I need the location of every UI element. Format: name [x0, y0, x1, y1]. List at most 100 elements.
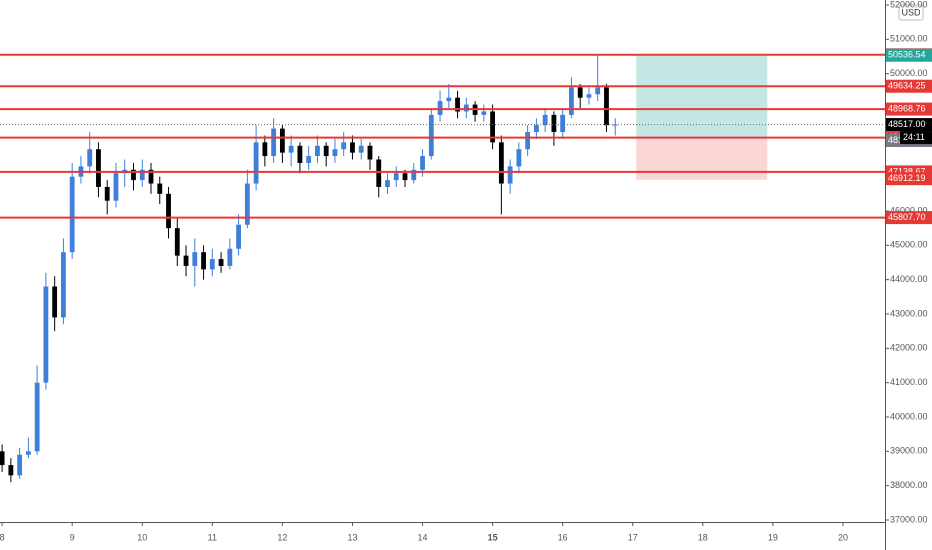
- candle-body: [560, 114, 566, 133]
- candle-body: [104, 186, 110, 201]
- candle-body: [166, 193, 171, 229]
- candle-body: [542, 114, 548, 126]
- x-tick-label: 13: [347, 532, 357, 542]
- candle-body: [25, 451, 31, 455]
- candle-body: [87, 149, 93, 167]
- candle-body: [8, 465, 14, 476]
- candle-body: [192, 252, 198, 266]
- candle-body: [569, 87, 574, 115]
- y-tick-label: 39000.00: [890, 446, 928, 456]
- candle-body: [297, 145, 303, 163]
- level-tag: 47138.67: [888, 166, 926, 176]
- y-tick-label: 50000.00: [890, 68, 928, 78]
- candle-body: [463, 104, 469, 112]
- candle-body: [350, 142, 355, 153]
- y-tick-label: 44000.00: [890, 274, 928, 284]
- candle-body: [183, 255, 189, 266]
- y-tick-label: 37000.00: [890, 514, 928, 524]
- candle-body: [455, 97, 460, 112]
- x-tick-label: 18: [698, 532, 708, 542]
- x-tick-label: 20: [838, 532, 848, 542]
- candle-body: [131, 169, 136, 181]
- last-price-tag-bg: [886, 118, 932, 132]
- candle-body: [52, 286, 58, 318]
- x-tick-label: 15: [488, 532, 498, 542]
- candle-body: [385, 180, 390, 187]
- candle-body: [498, 142, 504, 184]
- candle-body: [323, 145, 329, 157]
- y-tick-label: 45000.00: [890, 240, 928, 250]
- candle-body: [43, 286, 49, 383]
- last-price-tag: 48517.00: [888, 119, 926, 129]
- x-tick-label: 9: [70, 532, 75, 542]
- candle-body: [201, 252, 206, 270]
- x-tick-label: 16: [558, 532, 568, 542]
- candle-body: [0, 451, 5, 466]
- level-tag: 45807.70: [888, 212, 926, 222]
- candle-body: [332, 149, 338, 157]
- currency-box[interactable]: [898, 4, 924, 21]
- candle-body: [262, 142, 268, 157]
- x-tick-label: 8: [0, 532, 5, 542]
- y-tick-label: 52000.00: [890, 0, 928, 9]
- candle-body: [174, 228, 180, 256]
- candle-body: [227, 248, 233, 266]
- candle-body: [209, 259, 215, 270]
- x-tick-label: 12: [277, 532, 287, 542]
- candle-body: [507, 166, 513, 184]
- candle-body: [358, 145, 364, 153]
- stop-tag-bg: [886, 172, 932, 186]
- candle-body: [411, 169, 417, 181]
- y-tick-label: 43000.00: [890, 308, 928, 318]
- candle-body: [315, 145, 320, 157]
- x-tick-label: 17: [628, 532, 638, 542]
- candle-body: [218, 259, 224, 266]
- candle-body: [604, 87, 609, 126]
- y-tick-label: 42000.00: [890, 343, 928, 353]
- candle-body: [236, 224, 242, 249]
- currency: USD: [901, 7, 921, 17]
- candle-body: [446, 97, 452, 102]
- candle-body: [516, 149, 522, 167]
- candle-body: [271, 128, 277, 157]
- candle-body: [279, 128, 285, 153]
- plot-area: [0, 53, 885, 483]
- candle-body: [376, 159, 382, 187]
- loss-zone: [636, 138, 768, 180]
- candle-body: [490, 111, 496, 143]
- level-tag-bg: [886, 211, 932, 225]
- candle-body: [367, 145, 373, 160]
- level-tag-bg: [886, 79, 932, 93]
- y-tick-label: 40000.00: [890, 411, 928, 421]
- y-tick-label: 41000.00: [890, 377, 928, 387]
- target-tag-bg: [886, 48, 932, 62]
- candle-body: [69, 176, 75, 253]
- candle-body: [253, 142, 259, 184]
- x-tick-label: 19: [768, 532, 778, 542]
- countdown: 24:11: [903, 132, 925, 142]
- candle-body: [586, 94, 592, 98]
- candle-body: [551, 114, 557, 133]
- candle-body: [525, 132, 531, 150]
- candle-body: [244, 183, 250, 225]
- target-tag: 50536.54: [888, 50, 926, 60]
- candle-body: [148, 169, 154, 184]
- candle-body: [96, 149, 101, 187]
- candle-body: [61, 252, 66, 318]
- stop-tag: 46912.19: [888, 173, 926, 183]
- candle-body: [428, 114, 434, 157]
- candle-body: [288, 145, 294, 153]
- level-tag: 48968.76: [888, 103, 926, 113]
- candle-body: [306, 156, 312, 163]
- level-tag-bg: [886, 102, 932, 116]
- candle-body: [393, 173, 399, 181]
- level-tag: 49634.25: [888, 81, 926, 91]
- candle-body: [34, 382, 40, 452]
- candle-body: [595, 87, 601, 95]
- candle-body: [17, 454, 23, 476]
- profit-zone: [636, 55, 768, 139]
- candle-body: [481, 111, 487, 115]
- y-tick-label: 38000.00: [890, 480, 928, 490]
- candle-body: [533, 125, 539, 133]
